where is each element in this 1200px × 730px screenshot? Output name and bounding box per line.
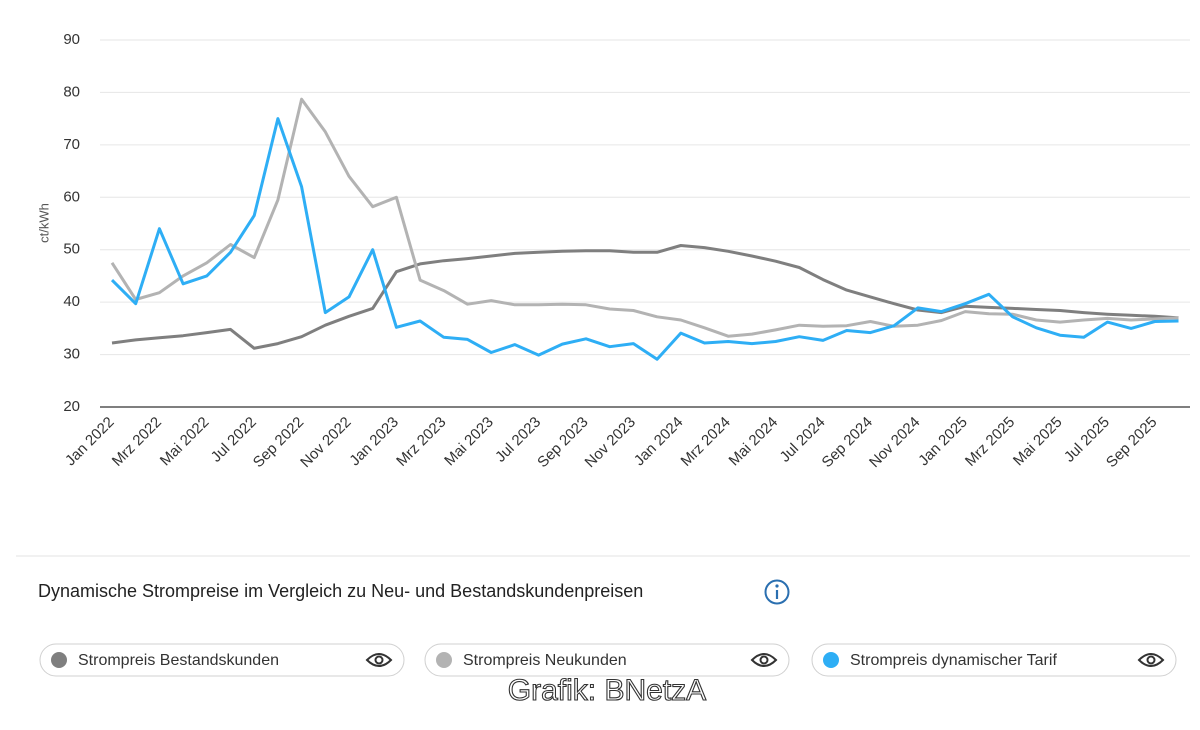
- x-tick-label: Nov 2024: [866, 414, 923, 471]
- legend: Strompreis Bestandskunden Strompreis Neuk…: [39, 643, 1177, 677]
- x-tick-label: Sep 2025: [1103, 414, 1160, 471]
- legend-item[interactable]: Strompreis Bestandskunden: [39, 643, 405, 677]
- visibility-toggle[interactable]: [750, 653, 778, 667]
- y-tick-label: 50: [63, 241, 80, 258]
- legend-swatch: [51, 652, 67, 668]
- y-tick-label: 40: [63, 293, 80, 310]
- x-tick-label: Mrz 2023: [393, 414, 449, 470]
- legend-button[interactable]: [424, 643, 790, 677]
- x-tick-label: Jan 2024: [631, 414, 687, 470]
- x-tick-label: Mai 2022: [157, 414, 213, 470]
- x-tick-label: Mai 2023: [441, 414, 497, 470]
- y-tick-label: 60: [63, 188, 80, 205]
- y-tick-label: 20: [63, 398, 80, 415]
- legend-label: Strompreis Bestandskunden: [78, 652, 279, 669]
- eye-pupil: [759, 655, 769, 665]
- legend-button[interactable]: [811, 643, 1177, 677]
- x-tick-label: Mai 2025: [1010, 414, 1066, 470]
- y-tick-label: 30: [63, 346, 80, 363]
- eye-pupil: [1146, 655, 1156, 665]
- x-tick-label: Mrz 2022: [109, 414, 165, 470]
- eye-icon: [750, 653, 778, 667]
- visibility-toggle[interactable]: [1137, 653, 1165, 667]
- x-tick-label: Nov 2023: [582, 414, 639, 471]
- chart-title: Dynamische Strompreise im Vergleich zu N…: [38, 581, 643, 601]
- x-tick-label: Sep 2022: [250, 414, 307, 471]
- y-tick-label: 90: [63, 31, 80, 48]
- legend-label: Strompreis dynamischer Tarif: [850, 652, 1057, 669]
- legend-swatch: [436, 652, 452, 668]
- x-tick-label: Jan 2025: [915, 414, 971, 470]
- y-tick-label: 70: [63, 136, 80, 153]
- x-tick-label: Mrz 2024: [678, 414, 734, 470]
- info-icon[interactable]: [764, 579, 790, 605]
- source-credit: Grafik: BNetzA: [508, 674, 706, 707]
- legend-item[interactable]: Strompreis Neukunden: [424, 643, 790, 677]
- y-tick-label: 80: [63, 83, 80, 100]
- x-tick-label: Sep 2023: [534, 414, 591, 471]
- series-line: [110, 97, 1179, 338]
- legend-button[interactable]: [39, 643, 405, 677]
- legend-label: Strompreis Neukunden: [463, 652, 627, 669]
- x-tick-label: Jan 2022: [62, 414, 118, 470]
- legend-swatch: [823, 652, 839, 668]
- eye-icon: [365, 653, 393, 667]
- series-line: [111, 244, 1179, 350]
- visibility-toggle[interactable]: [365, 653, 393, 667]
- eye-icon: [1137, 653, 1165, 667]
- x-tick-label: Sep 2024: [819, 414, 876, 471]
- legend-item[interactable]: Strompreis dynamischer Tarif: [811, 643, 1177, 677]
- x-tick-label: Mai 2024: [726, 414, 782, 470]
- x-tick-label: Jan 2023: [346, 414, 402, 470]
- eye-pupil: [374, 655, 384, 665]
- series-line: [110, 117, 1179, 361]
- x-tick-label: Mrz 2025: [962, 414, 1018, 470]
- x-tick-label: Nov 2022: [297, 414, 354, 471]
- y-axis-label: ct/kWh: [36, 203, 51, 243]
